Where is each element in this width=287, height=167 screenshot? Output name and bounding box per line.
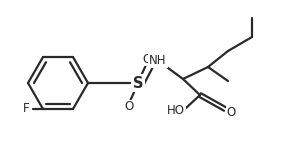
Text: O: O bbox=[124, 101, 134, 114]
Text: O: O bbox=[142, 52, 152, 65]
Text: S: S bbox=[133, 75, 143, 91]
Text: NH: NH bbox=[149, 53, 167, 66]
Text: HO: HO bbox=[167, 104, 185, 117]
Text: F: F bbox=[23, 103, 29, 116]
Text: O: O bbox=[226, 106, 236, 119]
